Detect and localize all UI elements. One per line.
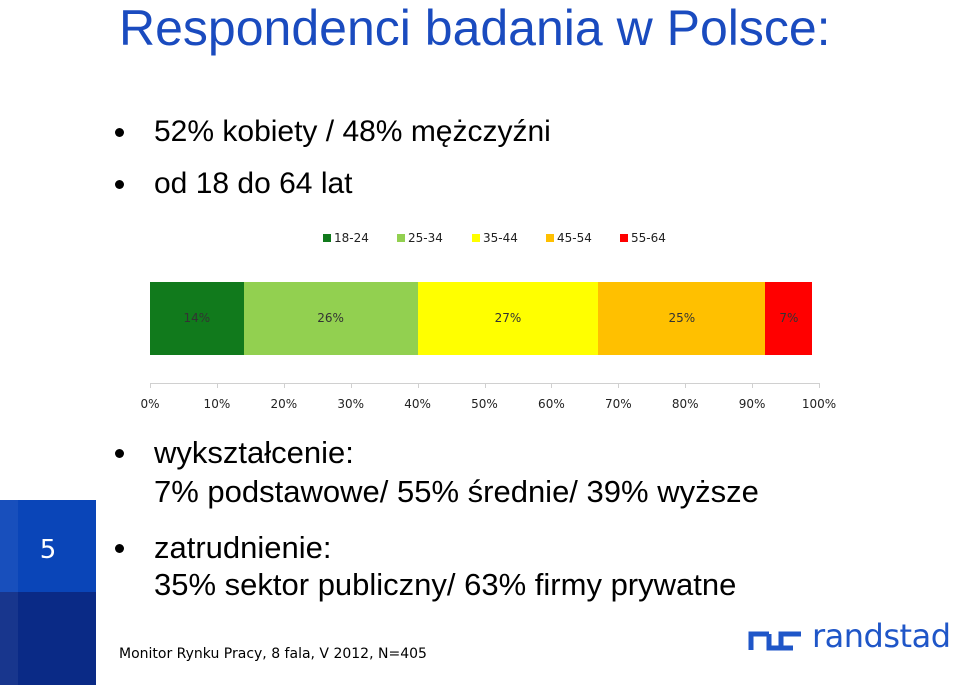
x-tick-label: 70% bbox=[604, 397, 632, 411]
x-axis-tick bbox=[484, 383, 486, 388]
bar-label-35-44: 27% bbox=[494, 311, 522, 325]
x-tick-label: 80% bbox=[671, 397, 699, 411]
legend-swatch bbox=[472, 234, 480, 242]
x-axis-tick bbox=[618, 383, 620, 388]
x-axis-tick bbox=[752, 383, 754, 388]
bullet-employment-values: 35% sektor publiczny/ 63% firmy prywatne bbox=[154, 567, 737, 602]
legend-item-18-24: 18-24 bbox=[323, 231, 369, 245]
x-tick-label: 0% bbox=[140, 397, 160, 411]
bar-segment-55-64 bbox=[765, 282, 813, 355]
slide-number-block bbox=[0, 500, 96, 598]
x-axis-tick bbox=[216, 383, 218, 388]
legend-label: 45-54 bbox=[557, 231, 592, 245]
legend-item-55-64: 55-64 bbox=[620, 231, 666, 245]
x-axis-tick bbox=[150, 383, 151, 388]
legend-item-25-34: 25-34 bbox=[397, 231, 443, 245]
legend-label: 25-34 bbox=[408, 231, 443, 245]
slide-deco-stripe bbox=[0, 500, 18, 685]
bar-segment-45-54 bbox=[598, 282, 766, 355]
x-tick-label: 20% bbox=[270, 397, 298, 411]
legend-swatch bbox=[397, 234, 405, 242]
bar-segment-18-24 bbox=[150, 282, 244, 355]
randstad-logo-text: randstad bbox=[812, 617, 951, 655]
legend-label: 18-24 bbox=[334, 231, 369, 245]
x-tick-label: 100% bbox=[801, 397, 837, 411]
source-note: Monitor Rynku Pracy, 8 fala, V 2012, N=4… bbox=[119, 646, 427, 662]
x-tick-label: 30% bbox=[337, 397, 365, 411]
bullet-age-text: od 18 do 64 lat bbox=[154, 167, 353, 200]
bullet-dot-icon bbox=[115, 449, 124, 458]
bar-segment-25-34 bbox=[243, 282, 418, 355]
x-axis-tick bbox=[551, 383, 553, 388]
slide-deco-block bbox=[0, 592, 96, 685]
bullet-dot-icon bbox=[115, 544, 124, 553]
x-axis-tick bbox=[417, 383, 419, 388]
legend-swatch bbox=[620, 234, 628, 242]
legend-swatch bbox=[323, 234, 331, 242]
legend-label: 35-44 bbox=[483, 231, 518, 245]
bullet-education-heading: wykształcenie: bbox=[154, 435, 354, 470]
bar-label-55-64: 7% bbox=[779, 311, 799, 325]
x-tick-label: 90% bbox=[738, 397, 766, 411]
bullet-education-values: 7% podstawowe/ 55% średnie/ 39% wyższe bbox=[154, 474, 759, 509]
page-number: 5 bbox=[39, 535, 57, 565]
x-tick-label: 40% bbox=[404, 397, 431, 411]
legend-swatch bbox=[546, 234, 554, 242]
randstad-logo-icon bbox=[748, 631, 801, 651]
bullet-employment-heading: zatrudnienie: bbox=[154, 530, 332, 565]
bullet-dot-icon bbox=[115, 128, 124, 137]
x-axis-tick bbox=[819, 383, 820, 388]
legend-item-45-54: 45-54 bbox=[546, 231, 592, 245]
x-tick-label: 10% bbox=[203, 397, 231, 411]
slide-title: Respondenci badania w Polsce: bbox=[119, 0, 831, 56]
bullet-dot-icon bbox=[115, 180, 124, 189]
x-axis-tick bbox=[350, 383, 352, 388]
x-axis-tick bbox=[685, 383, 687, 388]
bar-label-25-34: 26% bbox=[317, 311, 344, 325]
x-tick-label: 50% bbox=[471, 397, 498, 411]
x-axis-tick bbox=[283, 383, 285, 388]
bar-label-18-24: 14% bbox=[183, 311, 211, 325]
bar-segment-35-44 bbox=[417, 282, 599, 355]
bullet-gender-text: 52% kobiety / 48% mężczyźni bbox=[154, 115, 551, 148]
legend-item-35-44: 35-44 bbox=[472, 231, 518, 245]
bar-label-45-54: 25% bbox=[668, 311, 696, 325]
x-tick-label: 60% bbox=[538, 397, 565, 411]
legend-label: 55-64 bbox=[631, 231, 666, 245]
